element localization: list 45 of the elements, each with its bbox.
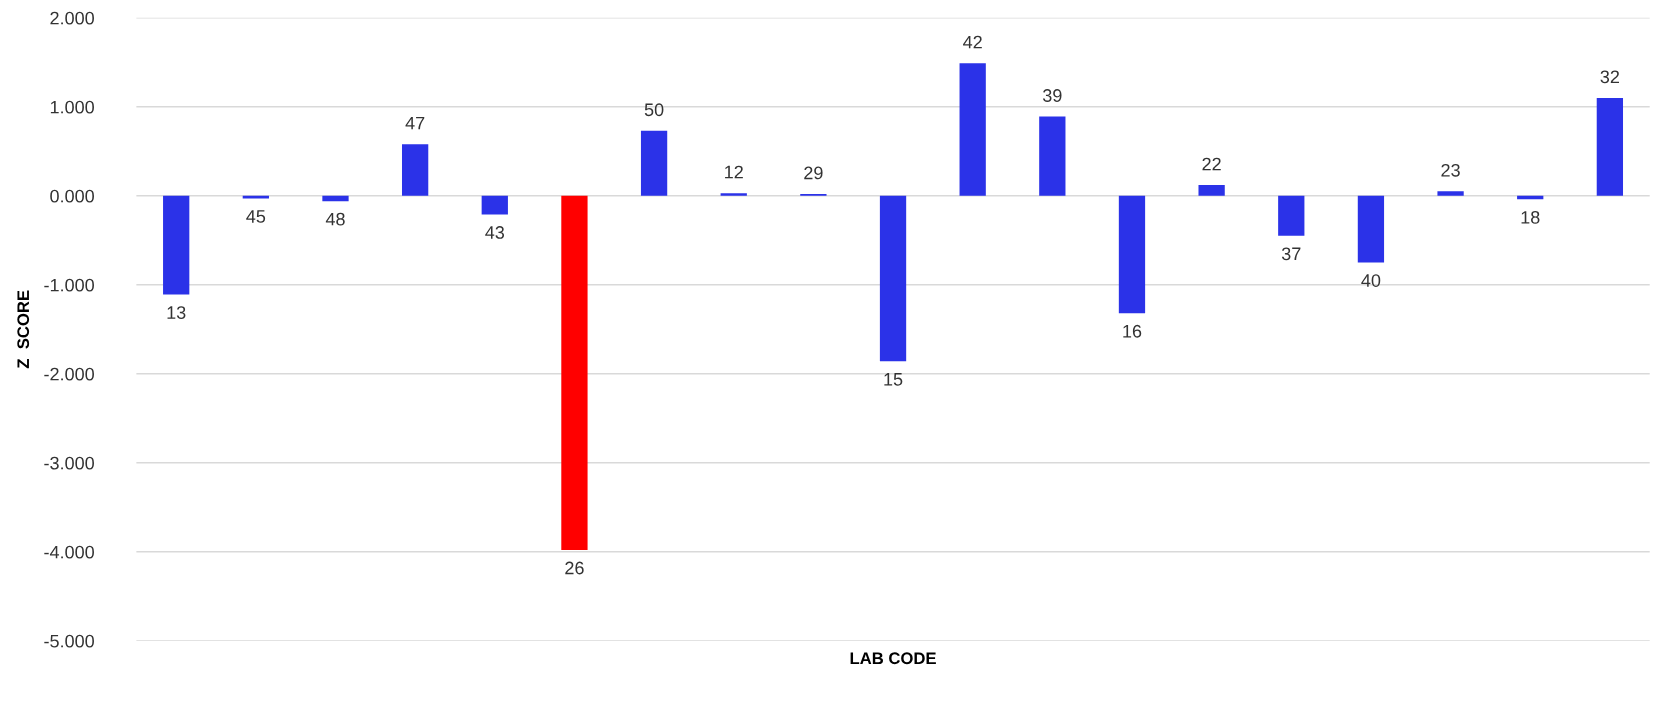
bar bbox=[163, 195, 190, 295]
x-axis-title: LAB CODE bbox=[850, 652, 936, 665]
y-tick-label: -5.000 bbox=[44, 634, 94, 648]
y-tick-label: 2.000 bbox=[50, 11, 94, 25]
bar bbox=[1039, 116, 1066, 196]
x-tick-label: 37 bbox=[1281, 247, 1301, 261]
x-tick-label: 47 bbox=[405, 116, 425, 130]
bar bbox=[879, 195, 907, 362]
bar bbox=[640, 130, 668, 196]
x-tick-label: 15 bbox=[884, 373, 903, 386]
bar bbox=[1118, 195, 1146, 314]
y-tick-label: 0.000 bbox=[50, 189, 94, 203]
y-tick-label: -1.000 bbox=[44, 278, 94, 292]
y-tick-label: -2.000 bbox=[44, 367, 94, 381]
y-tick-label: -3.000 bbox=[44, 456, 94, 470]
bar bbox=[959, 63, 986, 196]
x-tick-label: 22 bbox=[1202, 157, 1221, 171]
bar bbox=[481, 195, 508, 215]
bar bbox=[1437, 191, 1464, 196]
x-tick-label: 18 bbox=[1521, 210, 1540, 224]
bar bbox=[1278, 195, 1305, 236]
y-tick-label: -4.000 bbox=[44, 545, 94, 559]
bar bbox=[1357, 195, 1385, 263]
bar bbox=[561, 195, 588, 551]
x-tick-label: 50 bbox=[644, 103, 664, 117]
x-tick-label: 48 bbox=[325, 212, 345, 226]
x-tick-label: 40 bbox=[1361, 274, 1381, 287]
bar bbox=[1596, 97, 1624, 196]
x-tick-label: 16 bbox=[1123, 324, 1142, 338]
x-tick-label: 13 bbox=[167, 306, 186, 319]
x-tick-label: 23 bbox=[1441, 163, 1460, 177]
bar bbox=[1198, 185, 1225, 196]
x-tick-label: 26 bbox=[565, 561, 584, 575]
bar bbox=[402, 144, 429, 196]
x-tick-label: 42 bbox=[963, 35, 982, 49]
x-tick-label: 12 bbox=[725, 165, 743, 179]
x-tick-label: 29 bbox=[804, 166, 823, 180]
x-tick-label: 32 bbox=[1600, 70, 1620, 84]
bar bbox=[322, 195, 349, 202]
x-tick-label: 45 bbox=[246, 210, 266, 223]
y-axis-title: Z SCORE bbox=[17, 290, 30, 369]
x-tick-label: 39 bbox=[1042, 89, 1062, 102]
bar bbox=[720, 193, 747, 196]
y-tick-label: 1.000 bbox=[50, 100, 94, 114]
x-tick-label: 43 bbox=[485, 226, 505, 239]
